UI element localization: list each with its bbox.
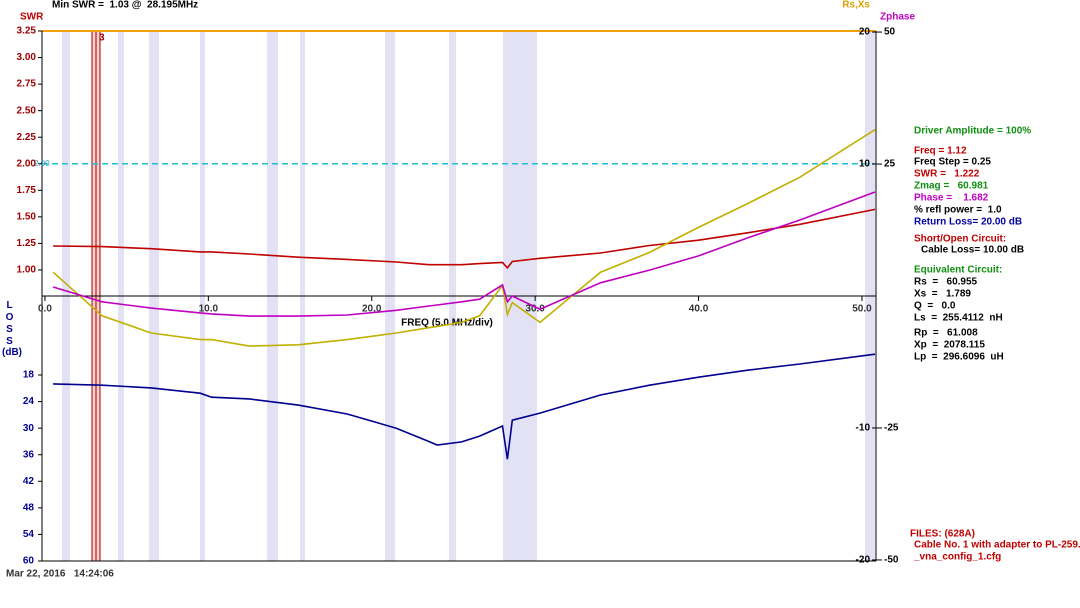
info-line: Return Loss= 20.00 dB	[914, 217, 1022, 228]
y-tick-label: 2.00	[17, 158, 37, 169]
y-tick-label: 3.00	[17, 52, 37, 63]
x-tick-label: 20.0	[362, 304, 382, 315]
timestamp: Mar 22, 2016 14:24:06	[6, 569, 114, 580]
y4-tick-label: 25	[884, 159, 896, 170]
file-line: Cable No. 1 with adapter to PL-259.vca	[914, 540, 1080, 551]
y3-tick-label: 24	[23, 396, 35, 407]
y2-tick-label: 20	[859, 27, 871, 38]
y-tick-label: 1.75	[17, 185, 37, 196]
y3-tick-label: 18	[23, 370, 35, 381]
file-line: FILES: (628A)	[910, 529, 975, 540]
y-tick-label: 2.50	[17, 105, 37, 116]
x-tick-label: 50.0	[852, 304, 872, 315]
info-line: Equivalent Circuit:	[914, 265, 1002, 276]
swr-axis-title: SWR	[20, 12, 44, 23]
series-line	[52, 191, 876, 317]
info-line: Driver Amplitude = 100%	[914, 126, 1031, 137]
y4-tick-label: -25	[884, 423, 899, 434]
y3-tick-label: 48	[23, 503, 35, 514]
y3-tick-label: 54	[23, 529, 35, 540]
swr-limit-label: 2.00	[34, 159, 50, 168]
y2-tick-label: -10	[856, 423, 871, 434]
y3-tick-label: 60	[23, 556, 35, 567]
loss-axis-title: LOSS	[4, 300, 15, 348]
y-tick-label: 1.25	[17, 238, 37, 249]
info-line: SWR = 1.222	[914, 169, 980, 180]
info-line: Zmag = 60.981	[914, 181, 989, 192]
y4-tick-label: -50	[884, 555, 899, 566]
y2-tick-label: -20	[856, 555, 871, 566]
y-tick-label: 2.25	[17, 132, 37, 143]
info-line: Freq Step = 0.25	[914, 157, 991, 168]
x-axis-label: FREQ (5.0 MHz/div)	[401, 318, 493, 329]
info-line: Freq = 1.12	[914, 146, 967, 157]
series-line	[52, 129, 876, 347]
zphase-axis-title: Zphase	[880, 12, 915, 23]
info-line: % refl power = 1.0	[914, 205, 1002, 216]
y-tick-label: 3.25	[17, 26, 37, 37]
info-line: Lp = 296.6096 uH	[914, 352, 1004, 363]
y-tick-label: 2.75	[17, 79, 37, 90]
y2-tick-label: 10	[859, 159, 871, 170]
rs-axis-title: Rs,Xs	[842, 0, 870, 11]
file-line: _vna_config_1.cfg	[913, 552, 1001, 563]
y4-tick-label: 50	[884, 27, 896, 38]
y3-tick-label: 36	[23, 449, 35, 460]
x-tick-label: 40.0	[689, 304, 709, 315]
y3-tick-label: 42	[23, 476, 35, 487]
series-line	[53, 353, 876, 460]
info-line: Short/Open Circuit:	[914, 234, 1006, 245]
y-tick-label: 1.00	[17, 265, 37, 276]
x-tick-label: 0.0	[38, 304, 52, 315]
files: FILES: (628A) Cable No. 1 with adapter t…	[910, 529, 1080, 563]
y3-tick-label: 30	[23, 423, 35, 434]
info-panel: Driver Amplitude = 100% Freq = 1.12 Freq…	[914, 126, 1031, 363]
marker-label: 3	[99, 33, 105, 44]
y-tick-label: 1.50	[17, 212, 37, 223]
info-line: Rp = 61.008	[914, 328, 978, 339]
x-tick-label: 30.0	[525, 304, 545, 315]
loss-axis-unit: (dB)	[2, 347, 22, 358]
series-line	[53, 208, 876, 270]
info-line: Xs = 1.789	[914, 289, 971, 300]
x-tick-label: 10.0	[199, 304, 219, 315]
info-line: Cable Loss= 10.00 dB	[921, 245, 1024, 256]
info-line: Ls = 255.4112 nH	[914, 313, 1003, 324]
info-line: Rs = 60.955	[914, 277, 978, 288]
info-line: Phase = 1.682	[914, 193, 989, 204]
info-line: Xp = 2078.115	[914, 340, 985, 351]
chart-title: Min SWR = 1.03 @ 28.195MHz	[52, 0, 198, 11]
info-line: Q = 0.0	[914, 301, 956, 312]
